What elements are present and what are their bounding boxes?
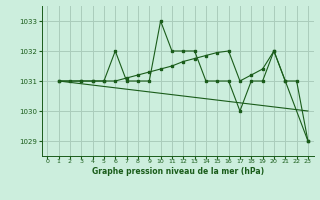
X-axis label: Graphe pression niveau de la mer (hPa): Graphe pression niveau de la mer (hPa) — [92, 167, 264, 176]
